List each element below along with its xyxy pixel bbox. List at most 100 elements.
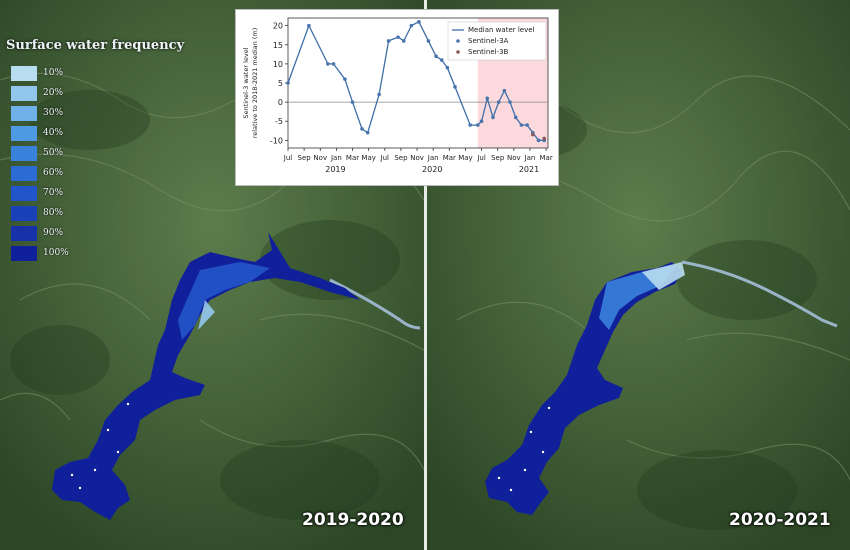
legend-item: 30%	[6, 103, 176, 123]
legend-marker-sentinel-3b	[456, 50, 460, 54]
data-point-sentinel-3b	[531, 132, 535, 137]
x-tick-label: Mar	[443, 154, 456, 162]
x-tick-label: Nov	[313, 154, 327, 162]
x-tick-label: Jan	[427, 154, 439, 162]
legend-item: 100%	[6, 243, 176, 263]
legend-item: 50%	[6, 143, 176, 163]
legend-swatch	[11, 205, 37, 221]
legend-label: 80%	[43, 208, 64, 218]
data-point-sentinel-3a	[453, 85, 457, 89]
y-tick-label: -10	[270, 136, 283, 145]
data-point-sentinel-3a	[502, 88, 507, 93]
data-point-sentinel-3a	[439, 58, 444, 62]
legend-swatch	[11, 225, 37, 241]
data-point-sentinel-3a	[307, 23, 311, 28]
data-point-sentinel-3a	[286, 81, 290, 85]
legend-surface-water-frequency: Surface water frequency 10% 20% 30% 40% 50% 6…	[6, 38, 185, 263]
data-point-sentinel-3a	[377, 92, 381, 97]
data-point-sentinel-3a	[479, 119, 484, 124]
legend-swatch	[11, 125, 37, 141]
legend-item: 10%	[6, 63, 176, 83]
data-point-sentinel-3a	[426, 39, 431, 43]
legend-label: 90%	[43, 228, 64, 238]
data-point-sentinel-3a	[536, 138, 541, 143]
y-tick-label: 5	[278, 79, 283, 88]
legend-swatch	[11, 85, 37, 101]
y-tick-label: 20	[273, 22, 283, 31]
data-point-sentinel-3a	[485, 96, 490, 101]
panel-divider	[424, 0, 427, 550]
legend-swatch	[11, 105, 37, 121]
legend-label: 20%	[43, 88, 64, 98]
chart-legend-label: Median water level	[468, 26, 535, 34]
legend-item: 90%	[6, 223, 176, 243]
legend-item: 60%	[6, 163, 176, 183]
x-tick-label: May	[458, 154, 472, 162]
legend-swatch	[11, 145, 37, 161]
data-point-sentinel-3a	[360, 127, 364, 131]
legend-label: 10%	[43, 68, 64, 78]
year-label: 2019	[325, 165, 345, 174]
legend-swatch	[11, 165, 37, 181]
chart-legend-label: Sentinel-3A	[468, 37, 509, 45]
water-level-chart: 20 15 10 5 0 -5 -10 Jul Sep Nov Jan Mar May Jul Sep Nov…	[235, 9, 559, 186]
data-point-sentinel-3a	[331, 62, 336, 66]
legend-item: 20%	[6, 83, 176, 103]
data-point-sentinel-3a	[326, 62, 330, 66]
data-point-sentinel-3a	[496, 100, 501, 104]
legend-item: 80%	[6, 203, 176, 223]
data-point-sentinel-3a	[417, 20, 421, 24]
legend-swatch	[11, 185, 37, 201]
chart-legend-box	[447, 21, 547, 61]
chart-legend-label: Sentinel-3B	[468, 48, 509, 56]
legend-title: Surface water frequency	[6, 38, 185, 53]
data-point-sentinel-3a	[475, 123, 480, 127]
x-tick-label: Mar	[539, 154, 552, 162]
data-point-sentinel-3a	[365, 130, 370, 135]
y-tick-label: -5	[275, 117, 283, 126]
x-tick-label: Sep	[394, 154, 408, 162]
legend-swatch	[11, 65, 37, 81]
reservoir-shape-right	[485, 262, 682, 515]
data-point-sentinel-3a	[445, 65, 450, 70]
x-tick-label: Jan	[330, 154, 342, 162]
data-point-sentinel-3a	[409, 23, 414, 28]
data-point-sentinel-3a	[508, 100, 512, 104]
x-tick-label: Mar	[346, 154, 359, 162]
x-tick-label: Nov	[410, 154, 424, 162]
y-axis-label: relative to 2018-2021 median (m)	[251, 28, 259, 139]
legend-label: 60%	[43, 168, 64, 178]
y-tick-label: 15	[273, 41, 283, 50]
x-tick-label: Sep	[491, 154, 505, 162]
data-point-sentinel-3a	[350, 100, 355, 104]
data-point-sentinel-3a	[434, 54, 438, 59]
legend-label: 40%	[43, 128, 64, 138]
y-axis-label: Sentinel-3 water level	[242, 47, 250, 118]
data-point-sentinel-3a	[468, 123, 472, 127]
year-label: 2020	[422, 165, 442, 174]
legend-items: 10% 20% 30% 40% 50% 60% 70% 80% 90% 100%	[6, 63, 176, 263]
legend-swatch	[11, 245, 37, 261]
data-point-sentinel-3a	[386, 39, 391, 43]
data-point-sentinel-3a	[491, 115, 495, 120]
legend-label: 70%	[43, 188, 64, 198]
legend-label: 50%	[43, 148, 64, 158]
legend-marker-sentinel-3a	[456, 39, 460, 43]
x-tick-label: Jul	[283, 154, 293, 162]
x-tick-label: Sep	[298, 154, 312, 162]
y-tick-label: 10	[273, 60, 283, 69]
panel-label-left: 2019-2020	[302, 510, 404, 530]
x-tick-label: Jan	[524, 154, 536, 162]
data-point-sentinel-3b	[542, 136, 547, 141]
data-point-sentinel-3a	[513, 115, 518, 120]
panel-label-right: 2020-2021	[729, 510, 831, 530]
x-tick-label: Jul	[380, 154, 390, 162]
legend-label: 30%	[43, 108, 64, 118]
data-point-sentinel-3a	[525, 123, 529, 127]
data-point-sentinel-3a	[519, 123, 524, 127]
x-tick-label: May	[361, 154, 375, 162]
legend-item: 70%	[6, 183, 176, 203]
data-point-sentinel-3a	[343, 77, 347, 81]
